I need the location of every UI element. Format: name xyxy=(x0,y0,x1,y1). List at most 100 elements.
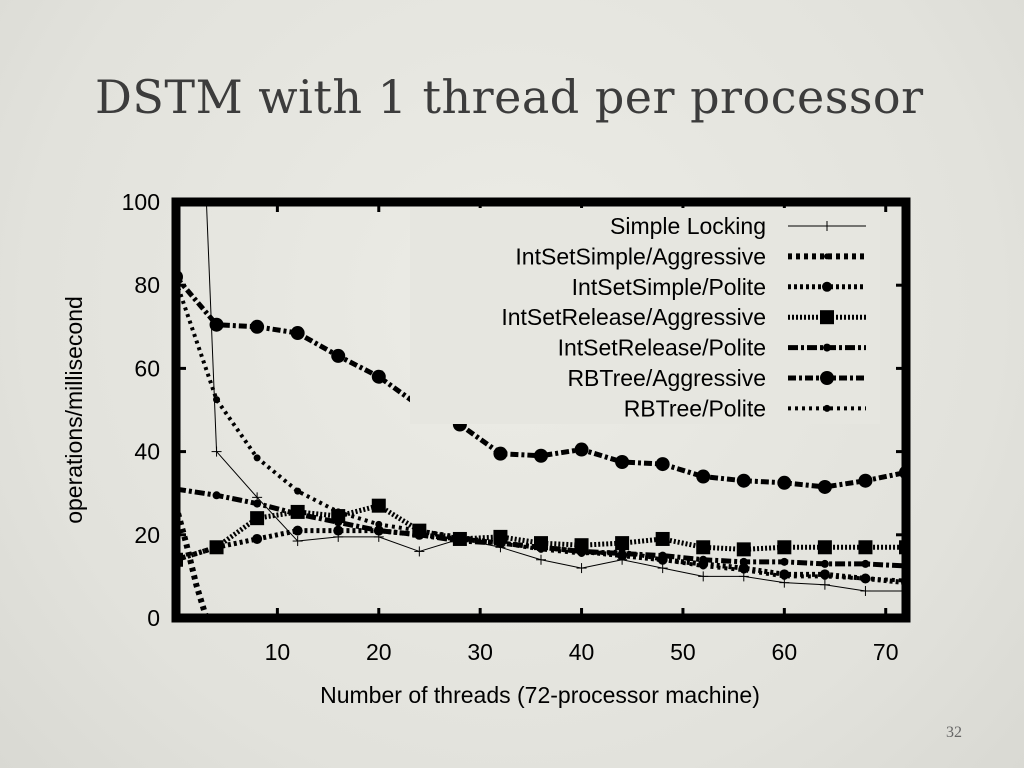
legend-label: IntSetRelease/Polite xyxy=(558,335,766,361)
data-point xyxy=(493,446,508,461)
page-number: 32 xyxy=(946,724,962,741)
data-point xyxy=(696,540,711,555)
plot-frame xyxy=(171,197,911,623)
data-point xyxy=(250,319,265,334)
data-point xyxy=(861,574,869,582)
data-point xyxy=(615,455,630,469)
data-point xyxy=(780,557,789,566)
x-axis-label: Number of threads (72-processor machine) xyxy=(320,682,760,708)
data-point xyxy=(294,487,302,495)
data-point xyxy=(861,559,870,568)
x-tick-label: 60 xyxy=(772,639,798,665)
data-point xyxy=(655,457,670,472)
legend-label: Simple Locking xyxy=(610,213,766,239)
data-point xyxy=(858,540,873,555)
data-point xyxy=(820,559,829,568)
legend-entry: RBTree/Polite xyxy=(624,395,866,421)
legend-label: IntSetSimple/Polite xyxy=(572,274,766,300)
legend-label: RBTree/Aggressive xyxy=(567,365,766,391)
data-point xyxy=(696,469,711,484)
data-point xyxy=(212,491,221,500)
data-point xyxy=(618,547,626,555)
legend-marker xyxy=(823,343,831,352)
legend-marker xyxy=(823,404,831,412)
data-point xyxy=(375,520,383,528)
legend-label: RBTree/Polite xyxy=(624,395,766,421)
data-point xyxy=(211,446,222,457)
data-point xyxy=(292,536,303,547)
series-6 xyxy=(176,277,906,585)
data-point xyxy=(576,563,587,574)
x-tick-label: 70 xyxy=(873,639,899,665)
data-point xyxy=(655,531,670,546)
data-point xyxy=(858,473,873,488)
data-point xyxy=(777,540,792,555)
data-point xyxy=(415,527,423,535)
data-point xyxy=(534,448,548,463)
data-point xyxy=(578,550,586,558)
data-point xyxy=(493,529,508,544)
data-point xyxy=(371,498,386,513)
data-point xyxy=(292,525,303,536)
data-point xyxy=(615,536,630,551)
series-line xyxy=(176,504,210,618)
data-point xyxy=(414,546,425,557)
data-point xyxy=(333,525,344,536)
data-point xyxy=(293,510,302,518)
data-point xyxy=(821,572,829,580)
legend-label: IntSetRelease/Aggressive xyxy=(501,304,766,330)
y-tick-label: 60 xyxy=(134,355,160,381)
data-point xyxy=(371,369,386,384)
legend-entry: RBTree/Aggressive xyxy=(567,365,866,391)
data-point xyxy=(496,539,504,547)
legend-marker xyxy=(820,310,834,325)
data-point xyxy=(659,556,667,564)
data-point xyxy=(819,579,830,590)
data-point xyxy=(253,454,261,462)
x-tick-label: 40 xyxy=(569,639,595,665)
data-point xyxy=(574,442,589,457)
data-point xyxy=(252,533,263,544)
x-tick-label: 30 xyxy=(467,639,493,665)
data-point xyxy=(817,540,832,555)
legend-entry: IntSetSimple/Polite xyxy=(572,274,866,300)
data-point xyxy=(739,557,748,566)
legend-entry: IntSetRelease/Polite xyxy=(558,335,866,361)
legend-marker xyxy=(822,281,832,292)
data-point xyxy=(736,542,751,557)
x-tick-label: 10 xyxy=(265,639,291,665)
data-point xyxy=(736,473,751,488)
data-point xyxy=(537,545,545,553)
data-point xyxy=(250,511,265,526)
x-tick-label: 50 xyxy=(670,639,696,665)
legend-entry: IntSetRelease/Aggressive xyxy=(501,304,866,330)
data-point xyxy=(209,317,224,332)
data-point xyxy=(699,555,708,564)
data-point xyxy=(777,475,792,490)
data-point xyxy=(374,526,383,535)
y-tick-label: 100 xyxy=(122,189,160,215)
legend-marker xyxy=(822,221,832,231)
y-axis-label: operations/millisecond xyxy=(61,296,87,524)
legend-marker xyxy=(824,253,830,260)
data-point xyxy=(456,533,464,541)
data-point xyxy=(780,572,788,580)
y-tick-label: 0 xyxy=(147,605,160,631)
data-point xyxy=(699,562,707,570)
series-1 xyxy=(176,504,210,618)
legend-entry: Simple Locking xyxy=(610,213,866,239)
legend-label: IntSetSimple/Aggressive xyxy=(515,243,766,269)
data-point xyxy=(698,571,709,582)
slide-title: DSTM with 1 thread per processor xyxy=(95,70,924,124)
x-tick-label: 20 xyxy=(366,639,392,665)
data-point xyxy=(213,396,221,404)
data-point xyxy=(334,508,342,516)
data-point xyxy=(860,585,871,596)
data-point xyxy=(331,348,346,363)
y-tick-label: 80 xyxy=(134,272,160,298)
legend-entry: IntSetSimple/Aggressive xyxy=(515,243,866,269)
data-point xyxy=(209,540,224,555)
y-tick-label: 40 xyxy=(134,439,160,465)
data-point xyxy=(817,479,832,494)
